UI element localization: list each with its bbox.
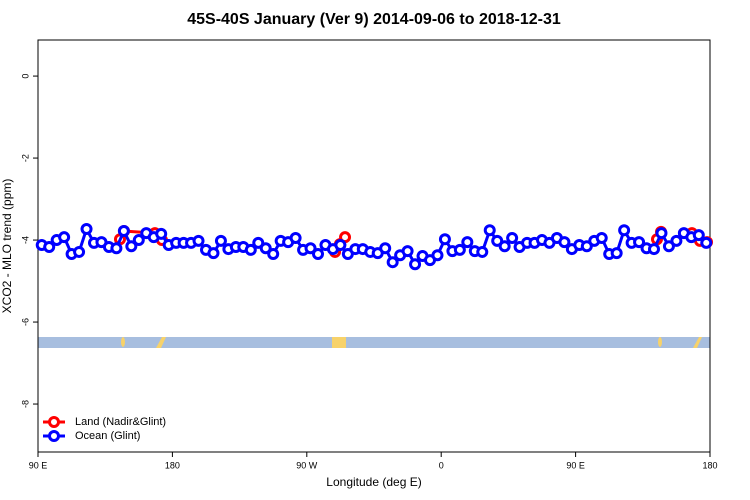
data-point [259, 242, 272, 255]
data-point [692, 229, 705, 242]
data-point [289, 232, 302, 245]
data-point [618, 224, 631, 237]
chart-title: 45S-40S January (Ver 9) 2014-09-06 to 20… [187, 11, 561, 28]
legend-marker [48, 430, 60, 442]
land-mask-strip [38, 337, 710, 348]
data-point [155, 227, 168, 240]
data-point [304, 242, 317, 255]
data-point [483, 224, 496, 237]
data-point [655, 227, 668, 240]
data-point [431, 249, 444, 262]
data-point [132, 234, 145, 247]
data-point [379, 242, 392, 255]
data-point [401, 245, 414, 258]
data-point [125, 240, 138, 253]
data-point [117, 225, 130, 238]
data-point [498, 240, 511, 253]
data-point [58, 231, 71, 244]
data-point [252, 236, 265, 249]
data-point [453, 243, 466, 256]
y-tick-label: -4 [20, 236, 30, 244]
data-point [580, 240, 593, 253]
data-point [700, 236, 713, 249]
data-point [476, 245, 489, 258]
legend-label: Land (Nadir&Glint) [75, 416, 166, 428]
data-point [312, 247, 324, 260]
data-point [214, 234, 227, 247]
data-point [633, 236, 646, 249]
data-point [334, 238, 347, 251]
data-point [409, 258, 422, 271]
y-axis-label: XCO2 - MLO trend (ppm) [0, 179, 14, 314]
data-point [267, 247, 280, 260]
data-point [662, 240, 675, 253]
data-point [648, 243, 660, 256]
data-point [207, 247, 220, 260]
x-tick-label: 180 [702, 460, 717, 470]
y-tick-label: -2 [20, 154, 30, 162]
x-tick-label: 180 [165, 460, 180, 470]
data-point [192, 234, 205, 247]
data-point [244, 243, 257, 256]
x-tick-label: 0 [439, 460, 444, 470]
data-point [110, 242, 123, 255]
data-point [595, 232, 608, 245]
y-tick-label: -8 [20, 400, 30, 408]
legend-marker [48, 416, 60, 428]
data-point [506, 232, 519, 245]
data-point [461, 236, 474, 249]
data-point [558, 236, 571, 249]
data-point [43, 241, 56, 254]
data-point [670, 234, 683, 247]
x-tick-label: 90 E [29, 460, 48, 470]
data-point [73, 245, 86, 258]
data-point [438, 233, 451, 246]
data-point [80, 222, 93, 235]
legend-label: Ocean (Glint) [75, 430, 140, 442]
data-point [610, 247, 623, 260]
y-tick-label: 0 [20, 74, 30, 79]
x-axis-label: Longitude (deg E) [326, 475, 421, 489]
data-point [491, 234, 504, 247]
x-tick-label: 90 E [566, 460, 585, 470]
data-point [386, 256, 399, 269]
x-tick-label: 90 W [296, 460, 318, 470]
y-tick-label: -6 [20, 318, 30, 326]
